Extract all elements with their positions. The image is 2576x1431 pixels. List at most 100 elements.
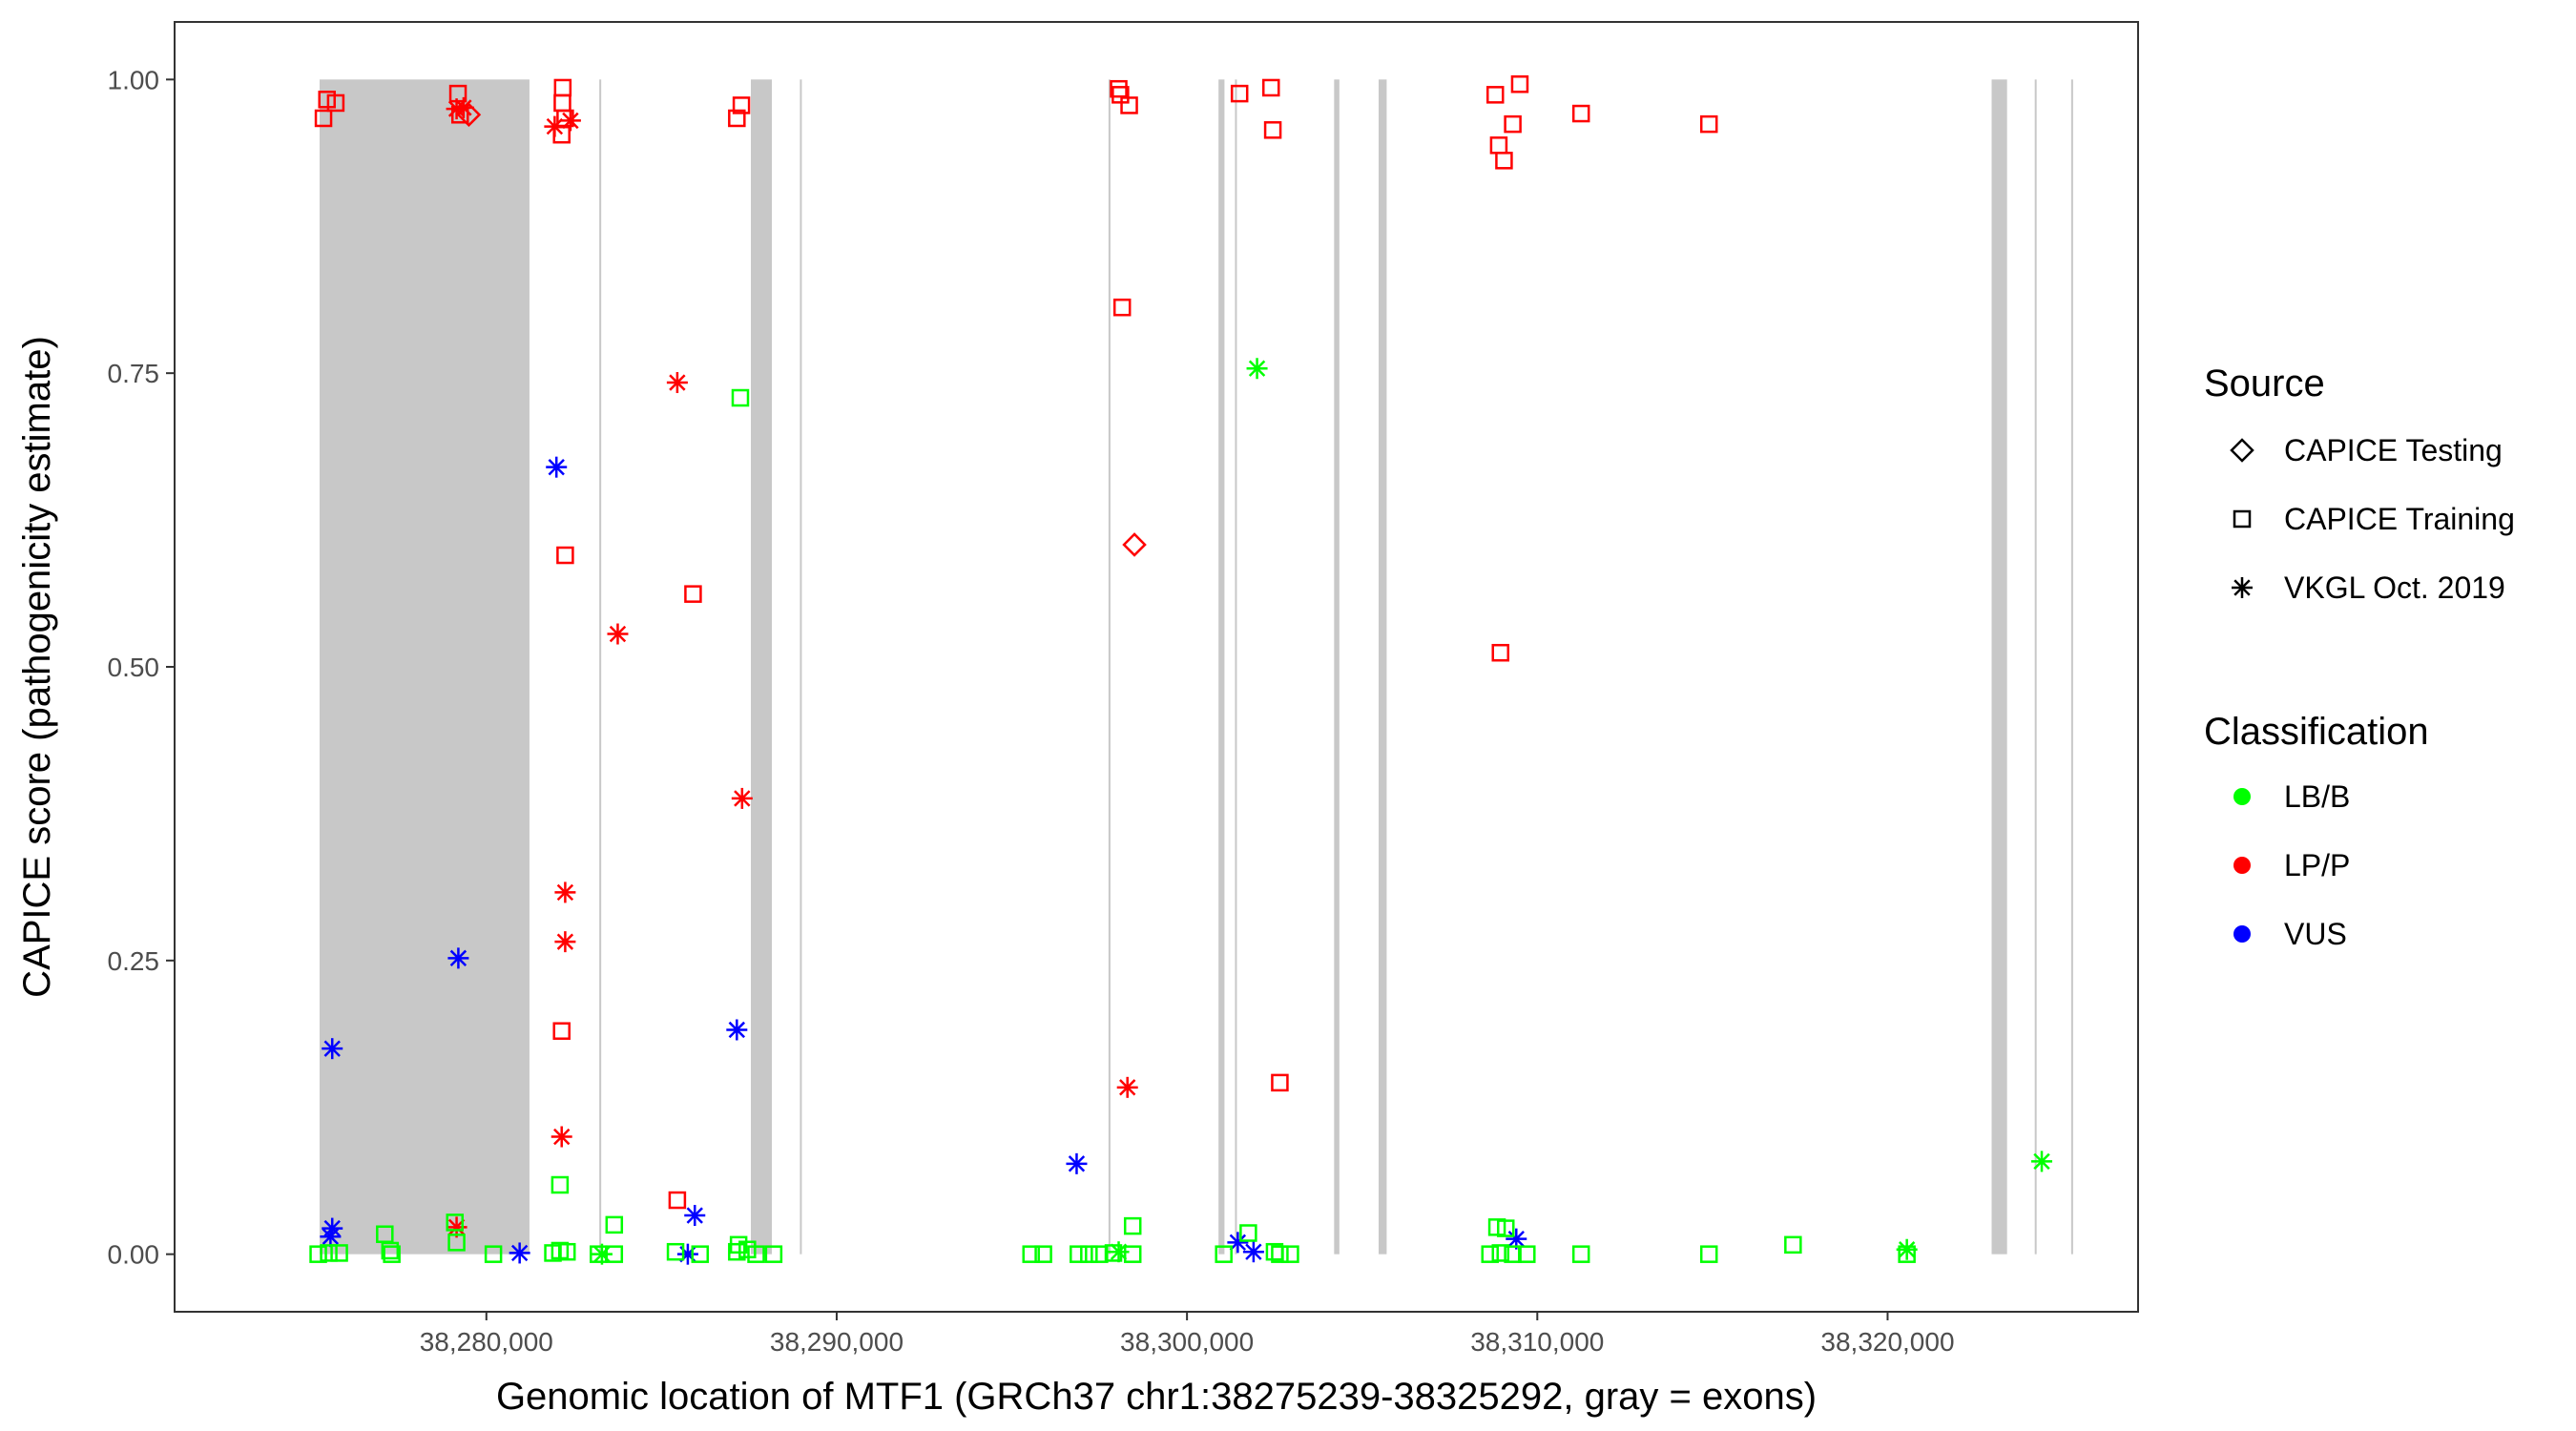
data-point [1022,1245,1040,1263]
legend-source: Source CAPICE Testing CAPICE Training VKGL… [2204,363,2515,605]
data-point [1080,1245,1098,1263]
data-point [1271,1245,1289,1263]
x-axis: 38,280,000 38,290,000 38,300,000 38,310,000… [420,1312,1955,1357]
data-point [320,1244,338,1262]
data-point [1898,1245,1916,1263]
data-point [691,1245,710,1263]
exon-band [319,79,530,1255]
data-point [383,1245,401,1263]
exon-band [2034,79,2037,1255]
data-point [484,1245,503,1263]
legend-source-key [2230,438,2254,463]
legend-source-key [2233,509,2252,529]
legend-classification: Classification LB/B LP/P VUS [2204,711,2429,951]
data-point [1271,1073,1289,1092]
data-point [559,110,581,132]
y-axis-title: CAPICE score (pathogenicity estimate) [16,336,58,998]
legend-classification-label: LP/P [2284,848,2350,882]
data-point [314,109,333,128]
data-point [1120,96,1138,114]
data-point [447,947,469,969]
data-point [1246,358,1268,380]
data-point [1263,121,1282,139]
data-point [1504,114,1522,134]
exon-band [750,79,773,1255]
data-point [1571,104,1590,123]
legend-classification-key [2233,788,2251,805]
legend-source-key [2232,577,2253,598]
data-point [605,1245,624,1263]
data-point [1091,1245,1109,1263]
legend-classification-key [2233,857,2251,874]
data-point [322,1038,343,1060]
legend-classification-key [2233,925,2251,943]
data-point [1123,1216,1142,1235]
exon-band [2070,79,2073,1255]
points-layer [309,75,2053,1265]
exon-band [1334,79,1340,1255]
y-tick-label: 1.00 [108,65,160,94]
x-tick-label: 38,300,000 [1120,1327,1254,1357]
x-tick-label: 38,310,000 [1470,1327,1604,1357]
data-point [309,1245,327,1263]
data-point [326,93,345,113]
data-point [320,1226,342,1248]
x-axis-title: Genomic location of MTF1 (GRCh37 chr1:38… [496,1376,1817,1418]
data-point [731,388,750,407]
data-point [1239,1224,1257,1242]
legend-source-label: CAPICE Training [2284,502,2515,536]
data-point [544,115,566,137]
data-point [1485,86,1505,104]
data-point [684,585,702,603]
data-point [554,931,576,953]
y-tick-label: 0.00 [108,1240,160,1270]
data-point [330,1244,348,1262]
data-point [446,1213,464,1232]
y-tick-label: 0.75 [108,359,160,388]
exon-band [1378,79,1387,1255]
legend-classification-label: VUS [2284,917,2347,951]
x-tick-label: 38,290,000 [770,1327,904,1357]
legend-classification-label: LB/B [2284,779,2350,814]
y-tick-label: 0.50 [108,653,160,682]
data-point [728,1242,746,1261]
data-point [1123,1245,1142,1263]
data-point [732,96,751,114]
legend-source-label: CAPICE Testing [2284,433,2503,467]
data-point [553,78,572,97]
data-point [1215,1245,1233,1263]
y-tick-label: 0.25 [108,946,160,976]
data-point [1518,1245,1536,1263]
data-point [666,1242,685,1261]
data-point [684,1205,706,1227]
data-point [1510,75,1529,93]
data-point [666,372,688,394]
exon-layer [319,79,2073,1255]
data-point [668,1191,687,1210]
data-point [764,1245,783,1263]
data-point [452,96,474,118]
data-point [1699,1245,1718,1263]
exon-band [1235,79,1237,1255]
data-point [728,109,746,128]
data-point [1227,1232,1249,1254]
data-point [747,1245,765,1263]
exon-band [1991,79,2007,1255]
data-point [1034,1245,1052,1263]
legend-classification-title: Classification [2204,711,2429,753]
data-point [1495,152,1513,170]
data-point [1116,1076,1138,1098]
data-point [2031,1151,2053,1172]
data-point [556,546,574,565]
x-tick-label: 38,320,000 [1820,1327,1954,1357]
data-point [1571,1245,1590,1263]
data-point [1497,1219,1515,1237]
data-point [1122,532,1147,557]
x-tick-label: 38,280,000 [420,1327,553,1357]
data-point [1489,136,1508,155]
data-point [1491,643,1509,662]
data-point [607,623,629,645]
legend-source-title: Source [2204,363,2325,404]
data-point [1070,1245,1088,1263]
